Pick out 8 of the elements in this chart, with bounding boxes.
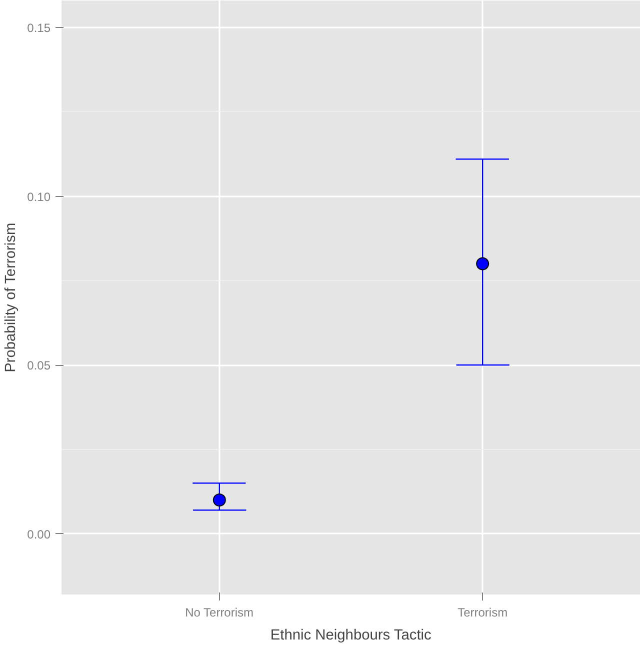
y-axis-title: Probability of Terrorism bbox=[3, 222, 20, 372]
x-tick-label: Terrorism bbox=[458, 606, 508, 620]
y-tick-label: 0.10 bbox=[27, 190, 51, 204]
y-tick-label: 0.15 bbox=[27, 21, 51, 35]
y-tick-label: 0.05 bbox=[27, 358, 51, 372]
y-tick-label: 0.00 bbox=[27, 527, 51, 542]
x-axis-title: Ethnic Neighbours Tactic bbox=[270, 628, 432, 644]
x-tick-label: No Terrorism bbox=[185, 606, 254, 620]
